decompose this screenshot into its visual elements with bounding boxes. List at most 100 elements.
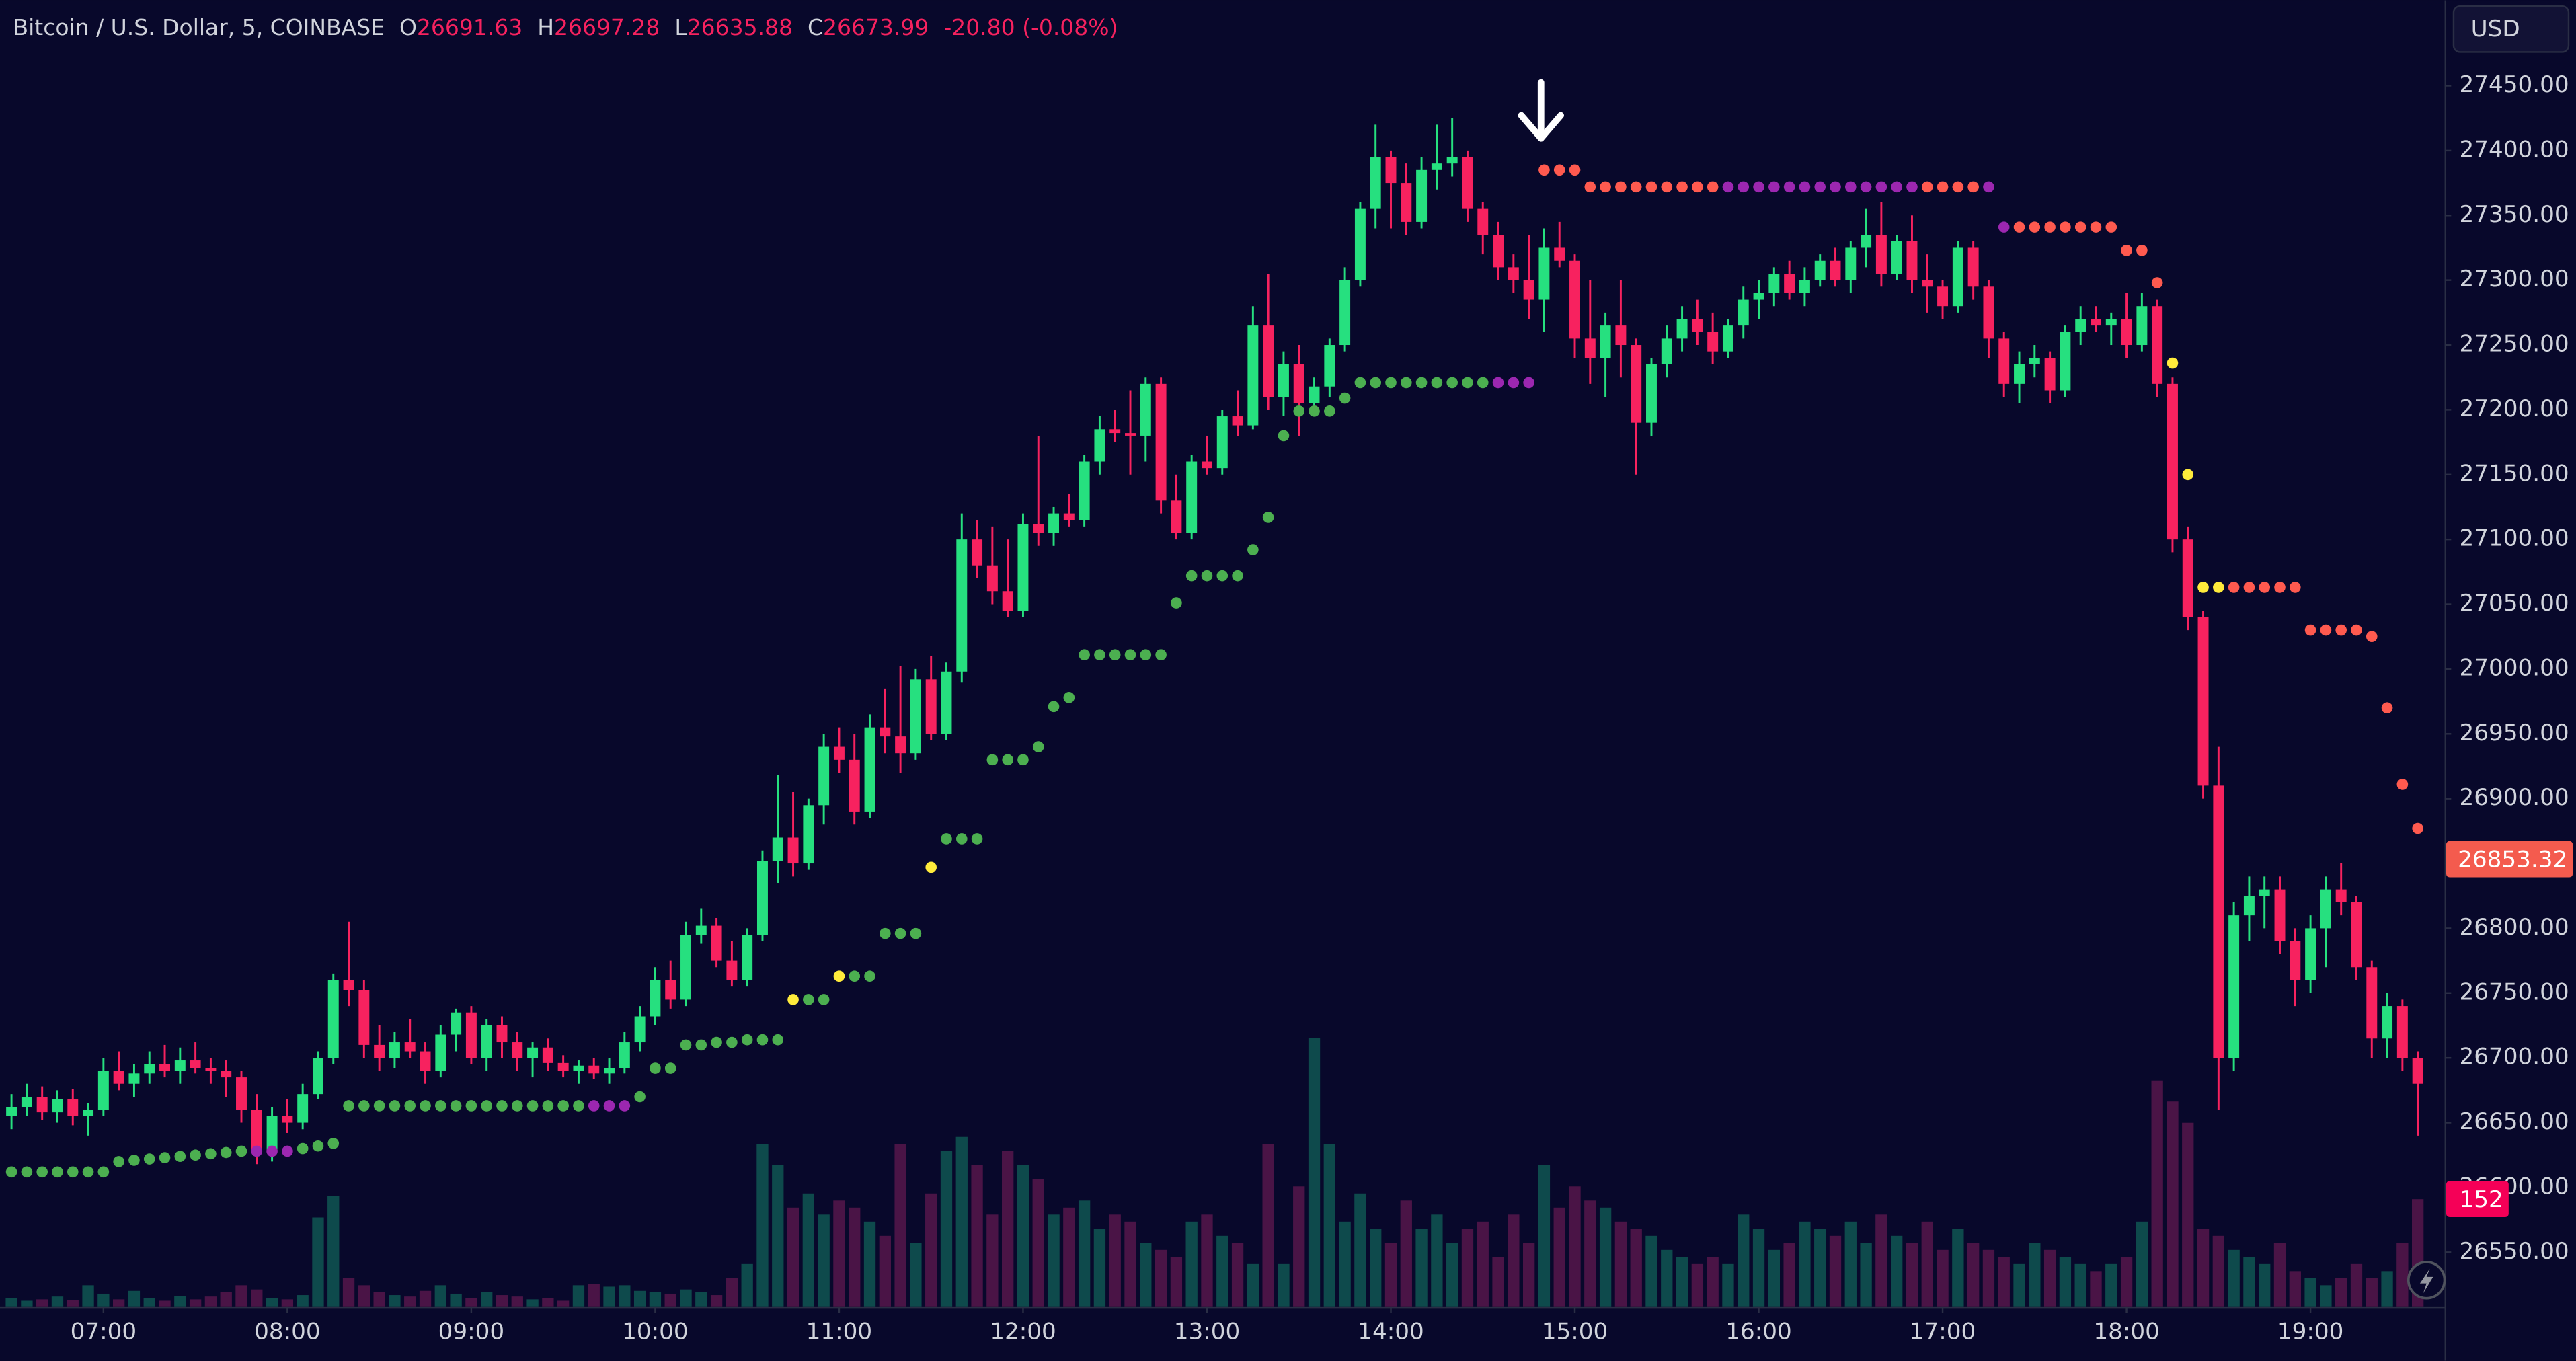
sar-dot [1185, 570, 1198, 582]
y-tick-label: 27050.00 [2460, 590, 2569, 617]
candle-body [144, 1064, 155, 1074]
candle-body [2014, 364, 2025, 384]
sar-dot [1783, 181, 1795, 193]
sar-dot [1262, 512, 1274, 523]
candle-body [1477, 208, 1489, 235]
sar-dot [143, 1153, 155, 1165]
candle-body [1676, 319, 1688, 339]
candle-body [680, 935, 691, 1000]
sar-dot [803, 994, 814, 1005]
sar-dot [557, 1100, 569, 1112]
candle-body [1768, 274, 1780, 293]
volume-bar [404, 1296, 416, 1307]
candle-body [1922, 280, 1933, 287]
sar-dot [1860, 181, 1872, 193]
candle-body [1370, 157, 1381, 209]
sar-dot [1753, 181, 1764, 193]
sar-dot [1830, 181, 1841, 193]
volume-bar [986, 1214, 999, 1307]
ohlc-label: H [537, 14, 554, 40]
candle-body [1079, 461, 1090, 520]
volume-bar [450, 1293, 462, 1307]
volume-bar [849, 1207, 861, 1307]
candle-body [1707, 332, 1719, 352]
volume-bar [633, 1290, 646, 1307]
candle-body [742, 935, 753, 980]
volume-bar [1078, 1200, 1091, 1307]
volume-bar [818, 1214, 830, 1307]
sar-dot [1722, 181, 1734, 193]
candle-body [1493, 235, 1504, 268]
sar-dot [2366, 631, 2378, 643]
candle-body [282, 1116, 293, 1123]
volume-bar [1906, 1243, 1918, 1307]
candle-body [343, 980, 354, 990]
volume-bar [1017, 1165, 1029, 1307]
volume-bar [955, 1136, 968, 1307]
sar-dot [1094, 649, 1105, 661]
sar-dot [2182, 469, 2194, 481]
volume-bar [82, 1285, 94, 1307]
candle-body [451, 1012, 462, 1035]
volume-bar [1063, 1207, 1075, 1307]
volume-bar [572, 1285, 585, 1307]
sar-dot [1814, 181, 1826, 193]
sar-dot [420, 1100, 431, 1112]
volume-tag [2446, 1181, 2509, 1218]
sar-dot [695, 1039, 707, 1051]
x-tick-label: 11:00 [806, 1318, 873, 1345]
volume-bar [910, 1243, 922, 1307]
volume-bar [1937, 1249, 1949, 1307]
volume-bar [21, 1300, 33, 1307]
sar-dot [1998, 221, 2010, 233]
legend-header: Bitcoin / U.S. Dollar, 5, COINBASE O26691… [13, 14, 1118, 40]
volume-bar [2197, 1229, 2210, 1307]
volume-bar [235, 1285, 247, 1307]
sar-dot [1232, 570, 1243, 582]
sar-dot [787, 994, 799, 1005]
volume-bar [281, 1299, 294, 1307]
candle-body [1554, 247, 1565, 261]
candle-body [787, 837, 799, 864]
candle-body [2320, 889, 2331, 929]
currency-label[interactable]: USD [2471, 15, 2520, 42]
candle-body [1125, 433, 1136, 436]
candle-body [1094, 429, 1105, 462]
volume-bar [2120, 1257, 2133, 1307]
candle-body [2228, 915, 2240, 1058]
candle-body [1354, 208, 1366, 280]
y-tick-label: 26650.00 [2460, 1108, 2569, 1135]
sar-dot [511, 1100, 523, 1112]
candle-body [1048, 513, 1060, 533]
sar-dot [1875, 181, 1887, 193]
sar-dot [159, 1152, 171, 1163]
x-tick-label: 19:00 [2277, 1318, 2344, 1345]
candle-body [1109, 429, 1121, 434]
sar-dot [864, 970, 875, 982]
sar-dot [2396, 779, 2409, 790]
sar-dot [573, 1100, 584, 1112]
volume-bar [1722, 1263, 1734, 1307]
candle-body [2136, 306, 2148, 346]
candle-body [772, 837, 783, 861]
sar-dot [2151, 277, 2163, 288]
volume-bar [894, 1144, 906, 1307]
volume-bar [5, 1298, 17, 1307]
candle-body [512, 1042, 523, 1058]
sar-dot [1921, 181, 1933, 193]
candle-body [1033, 524, 1044, 533]
sar-dot [1079, 649, 1090, 661]
volume-bar [112, 1299, 125, 1307]
volume-bar [1614, 1221, 1627, 1307]
candle-body [1216, 416, 1228, 469]
volume-bar [557, 1300, 570, 1307]
sar-dot [2213, 582, 2224, 593]
volume-bar [1691, 1263, 1704, 1307]
sar-dot [282, 1145, 293, 1157]
volume-bar [1431, 1214, 1443, 1307]
candle-body [1446, 157, 1458, 164]
x-tick-label: 12:00 [990, 1318, 1056, 1345]
ohlc-value: 26691.63 [417, 14, 522, 40]
currency-button[interactable] [2452, 5, 2570, 53]
candle-body [1309, 386, 1320, 403]
